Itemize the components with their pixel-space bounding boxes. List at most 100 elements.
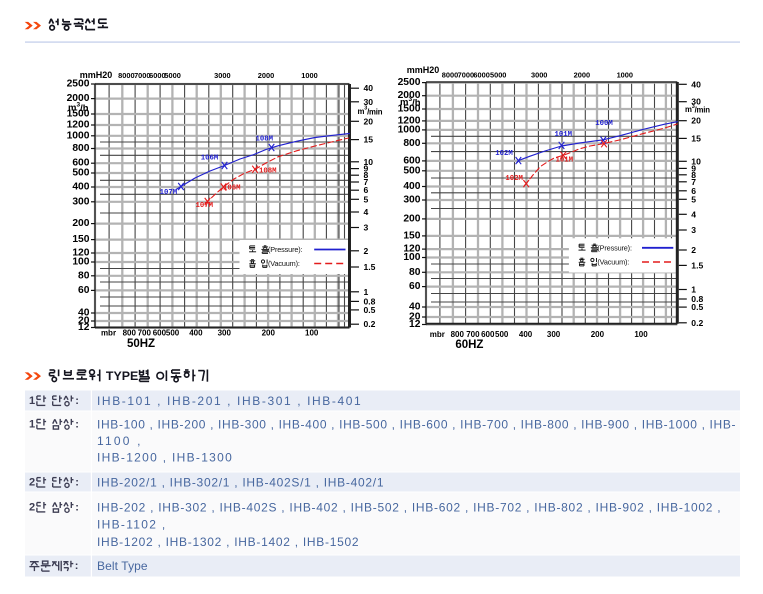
svg-text:800: 800 — [72, 143, 89, 154]
svg-text:108M: 108M — [259, 168, 277, 176]
svg-text:6000: 6000 — [473, 70, 489, 79]
svg-text:5: 5 — [691, 194, 696, 204]
svg-text:(Vacuum):: (Vacuum): — [268, 259, 300, 268]
svg-text:7000: 7000 — [458, 70, 474, 79]
svg-text:20: 20 — [78, 316, 90, 327]
svg-text:8: 8 — [364, 170, 369, 180]
svg-text:1200: 1200 — [398, 115, 421, 126]
svg-text:6: 6 — [364, 185, 369, 195]
svg-text:800: 800 — [123, 328, 137, 337]
svg-text:106M: 106M — [223, 184, 241, 192]
svg-text:12: 12 — [409, 319, 421, 330]
svg-text:2: 2 — [29, 477, 35, 489]
svg-text:101M: 101M — [555, 157, 573, 165]
svg-text:600: 600 — [153, 328, 167, 337]
svg-text:10: 10 — [691, 156, 701, 166]
svg-text:5: 5 — [364, 194, 369, 204]
svg-text:600: 600 — [72, 158, 89, 169]
svg-text:40: 40 — [691, 79, 701, 89]
svg-text:2000: 2000 — [258, 71, 274, 80]
svg-text:3000: 3000 — [214, 71, 230, 80]
svg-text:1000: 1000 — [617, 70, 633, 79]
svg-text:2000: 2000 — [574, 70, 590, 79]
svg-text:IHB-1202 , IHB-1302 , IHB-1402: IHB-1202 , IHB-1302 , IHB-1402 , IHB-150… — [97, 535, 359, 549]
svg-text:60: 60 — [409, 281, 421, 292]
svg-text:(Pressure):: (Pressure): — [597, 243, 632, 252]
svg-text:15: 15 — [691, 133, 701, 143]
svg-text:2: 2 — [691, 245, 696, 255]
svg-text:3: 3 — [691, 225, 696, 235]
svg-text:40: 40 — [78, 308, 90, 319]
svg-text:6: 6 — [691, 186, 696, 196]
svg-text:102M: 102M — [505, 175, 523, 183]
svg-text:40: 40 — [409, 302, 421, 313]
svg-text:100: 100 — [305, 328, 319, 337]
svg-text:200: 200 — [403, 213, 420, 224]
svg-text:9: 9 — [691, 163, 696, 173]
svg-text::: : — [75, 501, 79, 513]
svg-text:150: 150 — [403, 230, 420, 241]
svg-text:7: 7 — [364, 177, 369, 187]
svg-text:9: 9 — [364, 164, 369, 174]
svg-text:(Vacuum):: (Vacuum): — [597, 258, 629, 267]
svg-text:0.8: 0.8 — [364, 296, 376, 306]
svg-text:1: 1 — [364, 287, 369, 297]
svg-text:500: 500 — [72, 168, 89, 179]
svg-text:4: 4 — [691, 209, 696, 219]
svg-text:10: 10 — [364, 157, 374, 167]
svg-text:200: 200 — [591, 330, 605, 339]
svg-text:107M: 107M — [160, 189, 178, 197]
svg-text:60HZ: 60HZ — [455, 339, 483, 351]
svg-text:102M: 102M — [495, 150, 513, 158]
svg-text:300: 300 — [218, 328, 232, 337]
svg-text:100M: 100M — [595, 120, 613, 128]
svg-text:1: 1 — [691, 285, 696, 295]
svg-text:8: 8 — [691, 170, 696, 180]
svg-text:300: 300 — [547, 330, 561, 339]
svg-text:IHB-1200 , IHB-1300: IHB-1200 , IHB-1300 — [97, 450, 233, 464]
svg-text:8000: 8000 — [118, 71, 134, 80]
svg-text:m3/min: m3/min — [685, 104, 710, 114]
svg-text:2000: 2000 — [67, 93, 90, 104]
svg-text:8000: 8000 — [442, 70, 458, 79]
svg-text:400: 400 — [189, 328, 203, 337]
svg-text:100: 100 — [403, 252, 420, 263]
svg-text:700: 700 — [466, 330, 480, 339]
svg-text:106M: 106M — [201, 155, 219, 163]
svg-text:TYPE: TYPE — [106, 369, 138, 383]
svg-text:0.5: 0.5 — [364, 305, 376, 315]
svg-text:2: 2 — [364, 246, 369, 256]
svg-text:1: 1 — [29, 418, 35, 430]
svg-text:mmH20: mmH20 — [80, 70, 113, 80]
svg-text:60: 60 — [78, 285, 90, 296]
svg-text:20: 20 — [409, 312, 421, 323]
svg-text:1000: 1000 — [398, 124, 421, 135]
svg-text:400: 400 — [519, 330, 533, 339]
svg-text:100: 100 — [72, 257, 89, 268]
svg-text:800: 800 — [451, 330, 465, 339]
svg-text:IHB-202 , IHB-302 , IHB-402S ,: IHB-202 , IHB-302 , IHB-402S , IHB-402 ,… — [97, 500, 721, 514]
svg-text:500: 500 — [403, 165, 420, 176]
svg-text:IHB-202/1 , IHB-302/1 , IHB-40: IHB-202/1 , IHB-302/1 , IHB-402S/1 , IHB… — [97, 476, 384, 490]
svg-text:1: 1 — [29, 395, 35, 407]
svg-text:4: 4 — [364, 207, 369, 217]
svg-text:3000: 3000 — [531, 70, 547, 79]
svg-text:1000: 1000 — [301, 71, 317, 80]
svg-text:1.5: 1.5 — [364, 262, 376, 272]
svg-text:500: 500 — [166, 328, 180, 337]
svg-text:12: 12 — [78, 322, 90, 333]
svg-text:1500: 1500 — [67, 109, 90, 120]
svg-text:600: 600 — [481, 330, 495, 339]
svg-text:120: 120 — [403, 244, 420, 255]
svg-text:150: 150 — [72, 234, 89, 245]
svg-text:5000: 5000 — [490, 70, 506, 79]
svg-text:3: 3 — [364, 223, 369, 233]
svg-text:2: 2 — [29, 501, 35, 513]
svg-text:0.2: 0.2 — [691, 318, 703, 328]
svg-text:700: 700 — [138, 328, 152, 337]
svg-text:400: 400 — [72, 182, 89, 193]
svg-text:1000: 1000 — [67, 130, 90, 141]
svg-text:400: 400 — [403, 181, 420, 192]
svg-text:107M: 107M — [195, 202, 213, 210]
svg-text:mbr: mbr — [101, 328, 116, 337]
